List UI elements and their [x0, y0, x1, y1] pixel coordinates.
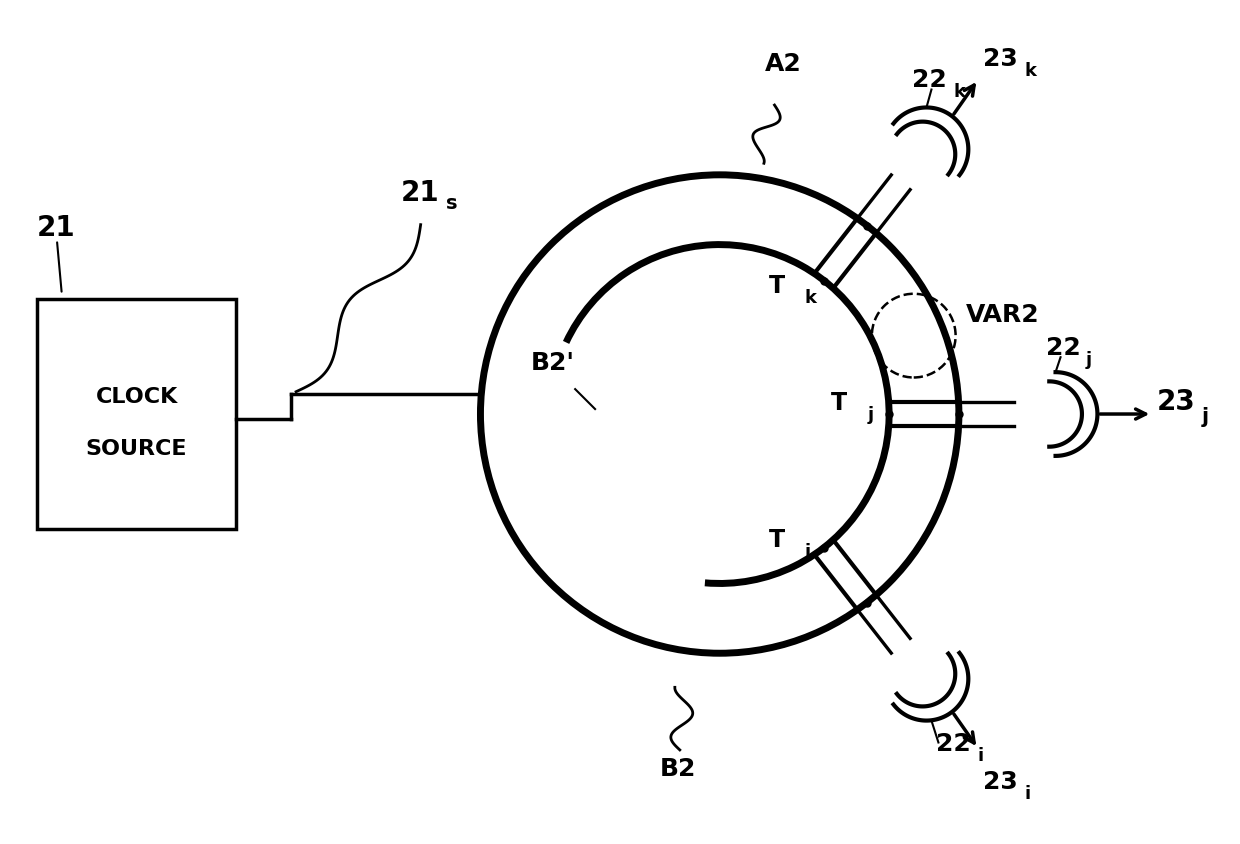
Text: T: T	[831, 391, 847, 414]
Text: B2': B2'	[531, 351, 574, 375]
Text: 23: 23	[983, 770, 1018, 793]
Text: 21: 21	[401, 179, 439, 207]
Text: 21: 21	[37, 214, 76, 241]
Text: A2: A2	[765, 52, 801, 76]
Text: 22: 22	[911, 68, 946, 91]
Text: 22: 22	[936, 732, 971, 755]
Bar	[37, 300, 237, 529]
Text: CLOCK: CLOCK	[95, 387, 177, 406]
Text: k: k	[1024, 62, 1037, 79]
Text: T: T	[769, 527, 785, 551]
Text: k: k	[954, 83, 966, 100]
Text: 22: 22	[1045, 336, 1080, 360]
Text: k: k	[804, 289, 816, 307]
Text: i: i	[804, 542, 810, 560]
Text: i: i	[977, 747, 983, 765]
Text: 23: 23	[983, 46, 1018, 71]
Text: j: j	[1202, 407, 1209, 426]
Text: 23: 23	[1157, 387, 1195, 415]
Text: VAR2: VAR2	[966, 302, 1039, 327]
Text: j: j	[867, 405, 873, 424]
Text: s: s	[445, 193, 458, 213]
Text: SOURCE: SOURCE	[86, 439, 187, 459]
Text: j: j	[1085, 351, 1091, 369]
Text: i: i	[1024, 784, 1030, 803]
Text: B2: B2	[660, 756, 696, 780]
Text: T: T	[769, 274, 785, 298]
